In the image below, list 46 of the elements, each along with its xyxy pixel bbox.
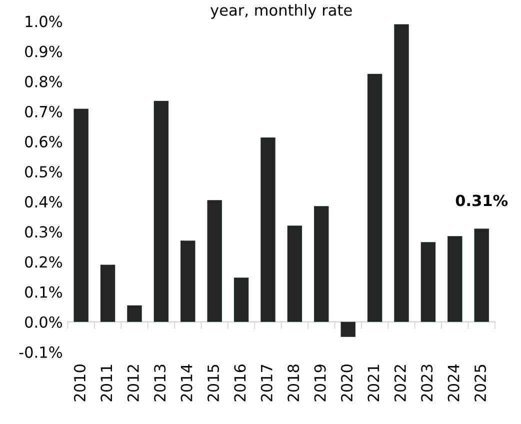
chart-title: year, monthly rate: [210, 4, 352, 19]
x-tick-label: 2018: [288, 364, 300, 402]
x-tick-label: 2014: [180, 364, 192, 402]
bar: [314, 206, 329, 322]
y-tick-label: 0.7%: [25, 106, 62, 118]
y-tick-label: 0.3%: [25, 226, 62, 238]
y-tick-label: 0.8%: [25, 76, 62, 88]
bar: [234, 278, 249, 322]
y-tick-label: 0.1%: [25, 286, 62, 298]
x-tick-label: 2020: [340, 364, 353, 402]
y-tick-label: 0.6%: [25, 136, 62, 148]
y-tick-label: 0.4%: [25, 196, 62, 208]
bar: [287, 226, 302, 322]
x-tick-label: 2022: [394, 365, 406, 402]
bar: [474, 228, 489, 322]
bar: [154, 100, 169, 322]
y-tick-label: 0.0%: [25, 316, 62, 328]
bar: [420, 242, 436, 322]
x-tick-label: 2017: [260, 364, 272, 402]
y-tick-label: 0.5%: [25, 166, 62, 178]
bar: [367, 74, 382, 322]
y-tick-label: 0.9%: [25, 46, 62, 58]
bar: [340, 322, 356, 337]
x-tick-label: 2019: [314, 364, 326, 402]
bar: [394, 24, 409, 322]
bar: [74, 108, 88, 322]
x-tick-label: 2021: [368, 364, 380, 402]
data-label: 0.31%: [456, 194, 508, 206]
x-tick-label: 2016: [234, 364, 246, 402]
bar: [100, 264, 116, 322]
x-tick-label: 2012: [127, 365, 139, 402]
x-tick-label: 2013: [154, 364, 166, 402]
x-tick-label: 2011: [100, 364, 112, 402]
x-tick-label: 2023: [421, 364, 433, 402]
y-tick-label: 0.2%: [25, 256, 62, 268]
x-tick-label: 2010: [74, 364, 86, 402]
x-tick-label: 2015: [207, 364, 220, 402]
x-tick-label: 2025: [474, 364, 486, 402]
x-tick-label: 2024: [448, 364, 460, 402]
bar: [260, 138, 276, 322]
bar: [180, 240, 196, 322]
y-tick-label: 1.0%: [26, 16, 62, 28]
y-tick-label: -0.1%: [19, 346, 62, 358]
bar: [127, 305, 142, 322]
bar: [448, 236, 462, 322]
bar: [207, 200, 222, 322]
